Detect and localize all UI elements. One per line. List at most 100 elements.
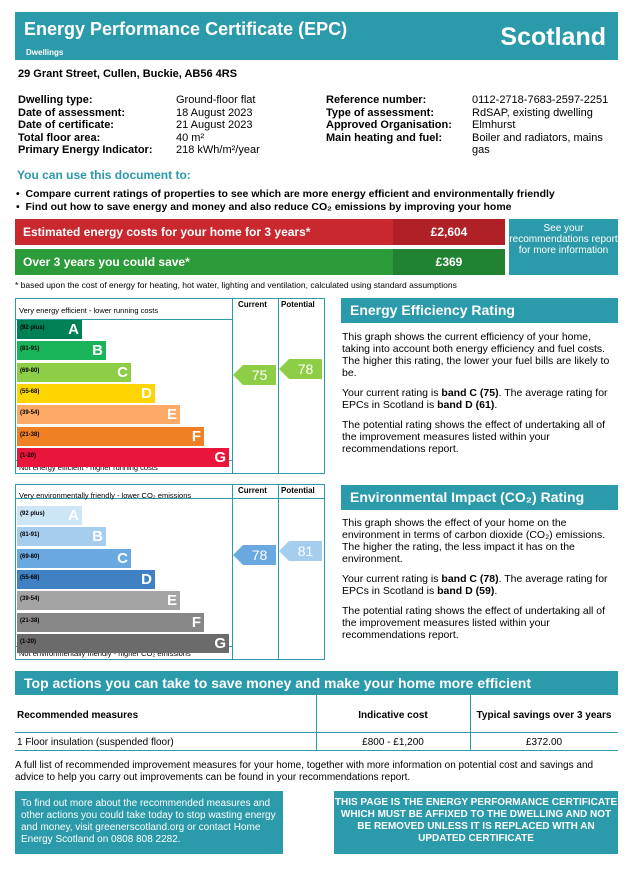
band-range: (1-20) (20, 638, 37, 645)
arrow-tip (279, 541, 289, 562)
eer-paragraph-3: The potential rating shows the effect of… (342, 419, 606, 455)
arrow-tip (233, 544, 243, 565)
rating-band-c: (69-80) C (17, 548, 131, 568)
chart-bottom-caption: Not environmentally friendly - higher CO… (19, 649, 191, 658)
savings-cell: £372.00 (525, 737, 563, 748)
band-letter: C (117, 549, 128, 567)
band-range: (81-91) (20, 346, 40, 353)
band-letter: D (141, 384, 152, 402)
band-letter: G (214, 634, 226, 652)
detail-value: 21 August 2023 (176, 119, 253, 131)
detail-label: Reference number: (326, 94, 427, 106)
current-column-header: Current (238, 300, 267, 309)
detail-value: 18 August 2023 (176, 106, 253, 119)
band-range: (69-80) (20, 367, 40, 374)
band-range: (21-38) (20, 431, 40, 438)
detail-label: Total floor area: (18, 131, 101, 144)
band-letter: F (191, 613, 201, 631)
col-header-savings: Typical savings over 3 years (476, 710, 612, 721)
environmental-impact-heading: Environmental Impact (CO₂) Rating (341, 485, 618, 510)
band-range: (69-80) (20, 553, 40, 560)
environmental-impact-chart: Current Potential Very environmentally f… (15, 484, 325, 660)
eer-paragraph-1: This graph shows the current efficiency … (342, 331, 610, 379)
rating-band-f: (21-38) F (17, 612, 204, 632)
find-out-more-box: To find out more about the recommended m… (15, 791, 283, 854)
band-range: (55-68) (20, 574, 40, 581)
region-label: Scotland (500, 23, 606, 51)
energy-efficiency-heading: Energy Efficiency Rating (341, 298, 618, 323)
eer-paragraph-2: Your current rating is band C (75). The … (342, 387, 608, 411)
rating-band-d: (55-68) D (17, 569, 155, 589)
current-rating-arrow: 78 (233, 544, 276, 565)
full-list-note: A full list of recommended improvement m… (15, 760, 594, 783)
rating-band-d: (55-68) D (17, 383, 155, 403)
cost-cell: £800 - £1,200 (362, 737, 424, 748)
estimated-costs-value: £2,604 (393, 219, 505, 245)
detail-label: Main heating and fuel: (326, 131, 443, 144)
eir-paragraph-2: Your current rating is band C (78). The … (342, 573, 608, 597)
recommendations-note: See your recommendations report for more… (509, 219, 618, 275)
details-right: Reference number: 0112-2718-7683-2597-22… (326, 94, 626, 158)
rating-band-f: (21-38) F (17, 426, 204, 446)
rating-band-a: (92 plus) A (17, 506, 82, 525)
band-letter: G (214, 448, 226, 466)
use-document-title: You can use this document to: (17, 168, 191, 182)
potential-column-header: Potential (281, 486, 315, 495)
use-bullet: • Find out how to save energy and money … (16, 201, 512, 213)
estimated-costs-label: Estimated energy costs for your home for… (23, 225, 311, 239)
detail-label: Type of assessment: (326, 106, 435, 119)
potential-rating-arrow: 81 (279, 541, 322, 562)
energy-efficiency-chart: Current Potential Very energy efficient … (15, 298, 325, 474)
savings-label: Over 3 years you could save* (23, 255, 190, 269)
detail-label: Date of assessment: (18, 106, 125, 119)
savings-bar: Over 3 years you could save* £369 (15, 249, 505, 275)
use-bullet: • Compare current ratings of properties … (16, 188, 555, 200)
band-range: (39-54) (20, 410, 40, 417)
rating-band-g: (1-20) G (17, 633, 229, 653)
col-header-measures: Recommended measures (17, 710, 139, 721)
band-letter: A (68, 321, 79, 338)
rating-band-b: (81-91) B (17, 527, 106, 547)
current-column-header: Current (238, 486, 267, 495)
rating-band-a: (92 plus) A (17, 320, 82, 339)
band-range: (39-54) (20, 596, 40, 603)
detail-value: 40 m² (176, 131, 205, 144)
detail-label: Approved Organisation: (326, 119, 452, 131)
detail-value: Elmhurst (472, 119, 516, 131)
certificate-subtitle: Dwellings (26, 48, 64, 57)
potential-rating-arrow: 78 (279, 358, 322, 379)
detail-value: Boiler and radiators, mains (472, 131, 603, 144)
top-actions-heading: Top actions you can take to save money a… (15, 671, 618, 695)
band-letter: D (141, 570, 152, 588)
current-rating-arrow: 75 (233, 364, 276, 385)
detail-value: RdSAP, existing dwelling (472, 106, 593, 119)
cost-footnote: * based upon the cost of energy for heat… (15, 280, 457, 290)
potential-column-header: Potential (281, 300, 315, 309)
rating-band-b: (81-91) B (17, 341, 106, 361)
band-letter: B (92, 342, 103, 360)
band-letter: B (92, 528, 103, 546)
band-letter: F (191, 427, 201, 445)
detail-value: Ground-floor flat (176, 94, 256, 106)
eir-paragraph-3: The potential rating shows the effect of… (342, 605, 606, 641)
savings-value: £369 (393, 249, 505, 275)
band-range: (92 plus) (20, 325, 45, 331)
band-letter: E (166, 406, 177, 424)
col-header-cost: Indicative cost (358, 710, 428, 721)
rating-band-e: (39-54) E (17, 591, 180, 611)
detail-label: Date of certificate: (18, 119, 114, 131)
measure-cell: 1 Floor insulation (suspended floor) (17, 737, 174, 748)
band-range: (81-91) (20, 532, 40, 539)
chart-top-caption: Very energy efficient - lower running co… (19, 306, 159, 315)
certificate-header: Energy Performance Certificate (EPC) Dwe… (15, 12, 618, 60)
certificate-notice-box: THIS PAGE IS THE ENERGY PERFORMANCE CERT… (334, 791, 618, 854)
arrow-tip (279, 358, 289, 379)
band-range: (55-68) (20, 388, 40, 395)
band-letter: C (117, 363, 128, 381)
rating-band-c: (69-80) C (17, 362, 131, 382)
chart-bottom-caption: Not energy efficient - higher running co… (19, 463, 158, 472)
detail-label: Dwelling type: (18, 94, 93, 106)
certificate-title: Energy Performance Certificate (EPC) (24, 19, 348, 39)
band-range: (21-38) (20, 617, 40, 624)
detail-value: gas (472, 144, 490, 156)
